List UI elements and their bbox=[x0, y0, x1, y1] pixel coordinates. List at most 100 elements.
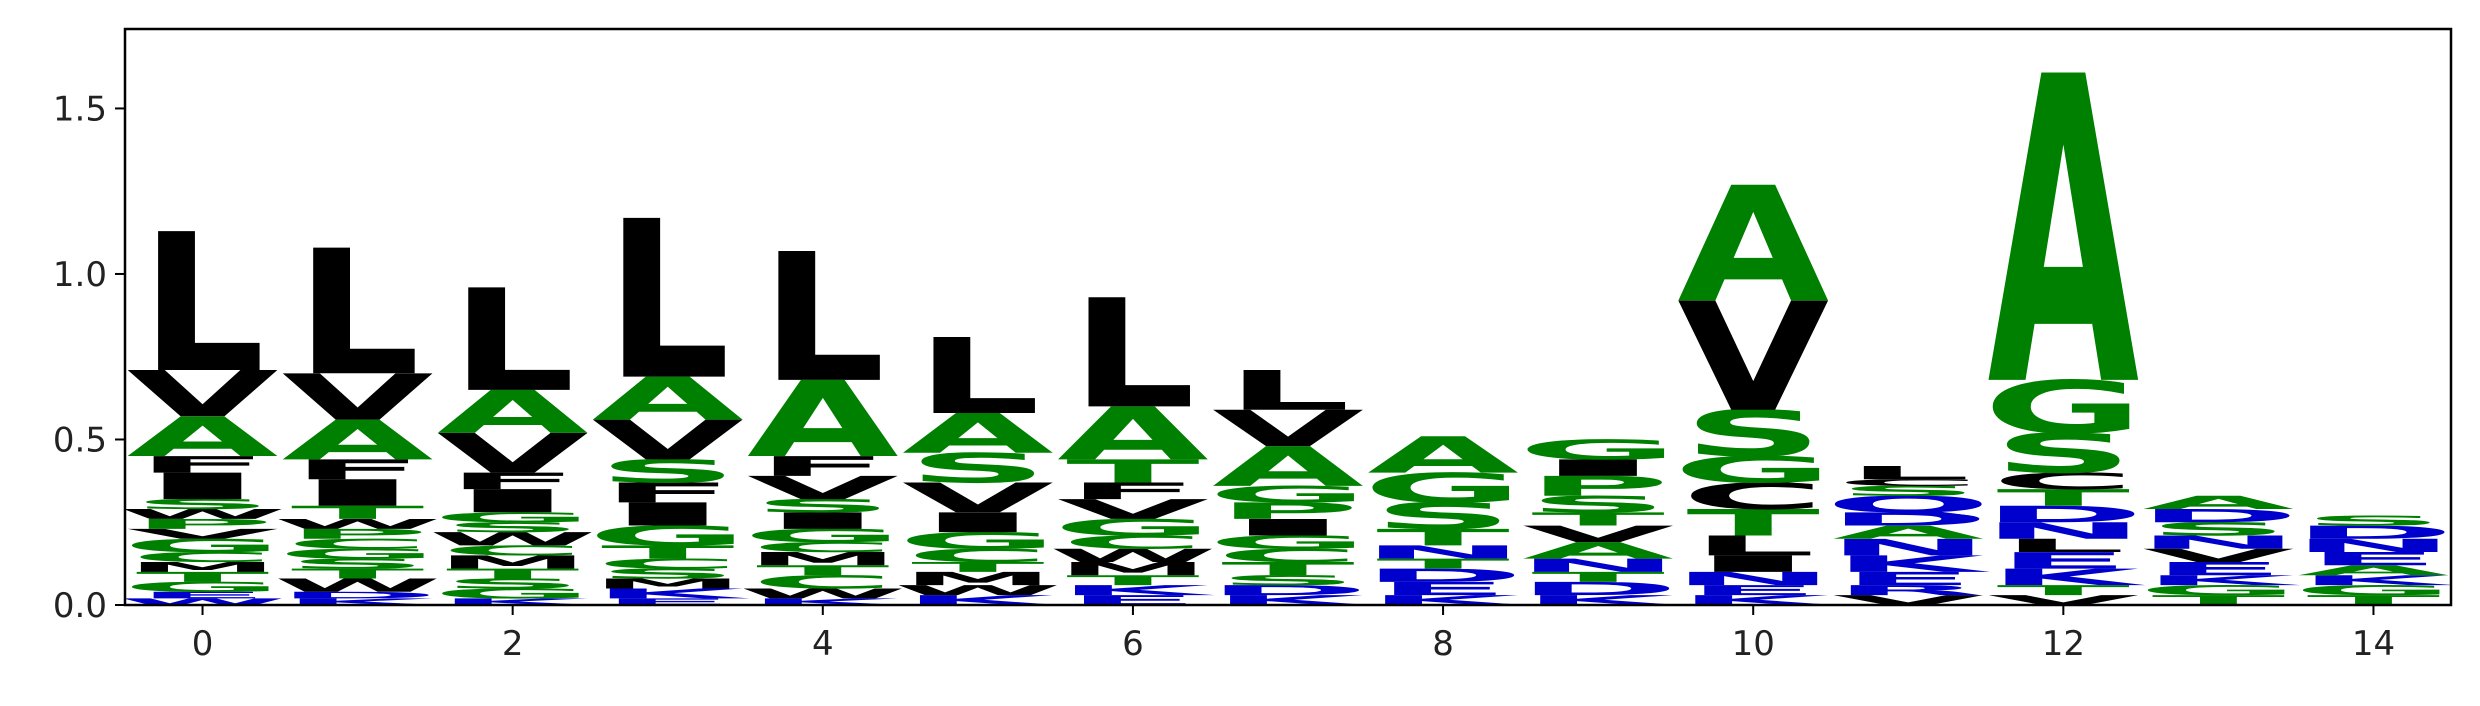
logo-letter: F bbox=[446, 468, 580, 494]
logo-letter: S bbox=[442, 576, 583, 592]
logo-letter: D bbox=[1207, 582, 1370, 598]
logo-letter: M bbox=[127, 559, 278, 575]
logo-letter: V bbox=[127, 358, 279, 432]
logo-letter: A bbox=[1367, 426, 1519, 484]
x-tick-label: 0 bbox=[192, 624, 214, 664]
logo-letter: G bbox=[1363, 465, 1524, 512]
logo-letter: R bbox=[1833, 582, 1984, 598]
logo-letter: A bbox=[1212, 435, 1364, 498]
logo-letter: E bbox=[1066, 592, 1200, 608]
logo-letter: T bbox=[1686, 502, 1820, 544]
logo-letter: I bbox=[901, 507, 1055, 539]
logo-letter: K bbox=[2143, 573, 2301, 589]
logo-letter: K bbox=[747, 597, 905, 608]
logo-letter: G bbox=[1673, 449, 1834, 491]
logo-letter: K bbox=[1832, 551, 1991, 577]
logo-letter: L bbox=[1846, 462, 1971, 483]
logo-letter: A bbox=[1832, 522, 1984, 543]
logo-letter: S bbox=[597, 453, 738, 490]
logo-letter: A bbox=[747, 360, 899, 482]
x-tick-label: 8 bbox=[1432, 624, 1454, 664]
logo-letter: L bbox=[915, 317, 1040, 439]
logo-letter: K bbox=[1987, 564, 2146, 590]
logo-letter: D bbox=[2137, 505, 2300, 526]
logo-letter: V bbox=[282, 361, 434, 435]
x-axis: 0 2 4 6 8 10 12 14 bbox=[192, 605, 2395, 664]
logo-letter: S bbox=[132, 496, 273, 512]
logo-letter: S bbox=[442, 520, 583, 536]
logo-letter: P bbox=[131, 516, 275, 532]
x-tick-label: 10 bbox=[1732, 624, 1775, 664]
logo-letter: G bbox=[897, 528, 1058, 554]
y-tick-label: 0.0 bbox=[53, 586, 107, 626]
logo-letter: N bbox=[2292, 535, 2456, 556]
logo-letter: G bbox=[2138, 582, 2299, 598]
logo-letter: N bbox=[2136, 532, 2300, 553]
logo-letter: N bbox=[1516, 555, 1680, 576]
logo-letter: C bbox=[1061, 532, 1205, 553]
logo-letter: V bbox=[747, 470, 899, 507]
logo-letter: G bbox=[587, 520, 748, 552]
logo-letter: G bbox=[432, 586, 593, 602]
logo-letter: T bbox=[2307, 592, 2441, 608]
logo-letter: V bbox=[2143, 545, 2295, 566]
logo-letter: L bbox=[450, 260, 575, 423]
logo-letter: G bbox=[1208, 481, 1369, 507]
logo-letter: T bbox=[291, 566, 425, 582]
logo-letter: I bbox=[436, 483, 590, 520]
logo-letter: P bbox=[1526, 470, 1670, 502]
logo-letter: T bbox=[1997, 582, 2131, 598]
logo-letter: F bbox=[756, 451, 890, 483]
logo-letter: D bbox=[1517, 578, 1680, 599]
logo-letter: W bbox=[429, 529, 597, 550]
logo-letter: P bbox=[1216, 498, 1360, 524]
logo-letter: C bbox=[1216, 545, 1360, 566]
logo-letter: C bbox=[1991, 468, 2135, 494]
x-tick-label: 4 bbox=[812, 624, 834, 664]
logo-letter: C bbox=[906, 545, 1050, 566]
logo-letter: D bbox=[1362, 565, 1525, 586]
logo-letter: L bbox=[1071, 268, 1196, 442]
logo-letter: E bbox=[1376, 578, 1510, 599]
logo-letter: T bbox=[1066, 573, 1200, 589]
logo-letter: D bbox=[1827, 509, 1990, 530]
logo-letter: M bbox=[437, 552, 588, 573]
logo-letter: A bbox=[2298, 563, 2450, 579]
logo-letter: T bbox=[1531, 569, 1665, 585]
logo-letter: W bbox=[739, 586, 907, 602]
logo-letter: C bbox=[441, 543, 585, 559]
logo-letter: E bbox=[136, 590, 270, 601]
logo-letter: S bbox=[1683, 398, 1824, 472]
logo-letter: T bbox=[1376, 556, 1510, 572]
logo-letter: L bbox=[605, 175, 730, 428]
logo-letter: E bbox=[1841, 568, 1975, 589]
logo-letter: V bbox=[1522, 521, 1674, 547]
logo-letter: K bbox=[437, 597, 595, 608]
plot-frame bbox=[123, 27, 2453, 607]
logo-letter: I bbox=[591, 496, 745, 533]
logo-letter: I bbox=[1676, 551, 1830, 577]
logo-letter: V bbox=[902, 475, 1054, 522]
logo-letter: A bbox=[592, 365, 744, 433]
logo-letter: D bbox=[2292, 522, 2455, 543]
logo-letter: F bbox=[601, 477, 735, 509]
logo-letter: K bbox=[592, 586, 750, 602]
logo-letter: I bbox=[1521, 455, 1675, 481]
logo-letter: G bbox=[1518, 434, 1679, 466]
logo-stacks: WEGTMCGVPWSIFAVLKDWTSGCPWTIFAVLKGSTMCWSG… bbox=[119, 29, 2456, 608]
logo-letter: N bbox=[1826, 534, 1990, 560]
logo-letter: S bbox=[287, 556, 428, 572]
logo-letter: L bbox=[760, 217, 885, 423]
logo-letter: E bbox=[601, 597, 735, 608]
logo-letter: G bbox=[2293, 582, 2454, 598]
logo-letter: W bbox=[119, 506, 287, 522]
logo-letter: M bbox=[747, 549, 898, 570]
logo-letter: L bbox=[295, 214, 420, 415]
logo-letter: C bbox=[596, 556, 740, 572]
logo-letter: G bbox=[742, 525, 903, 546]
logo-letter: V bbox=[1212, 400, 1364, 458]
logo-letter: V bbox=[1677, 271, 1829, 445]
